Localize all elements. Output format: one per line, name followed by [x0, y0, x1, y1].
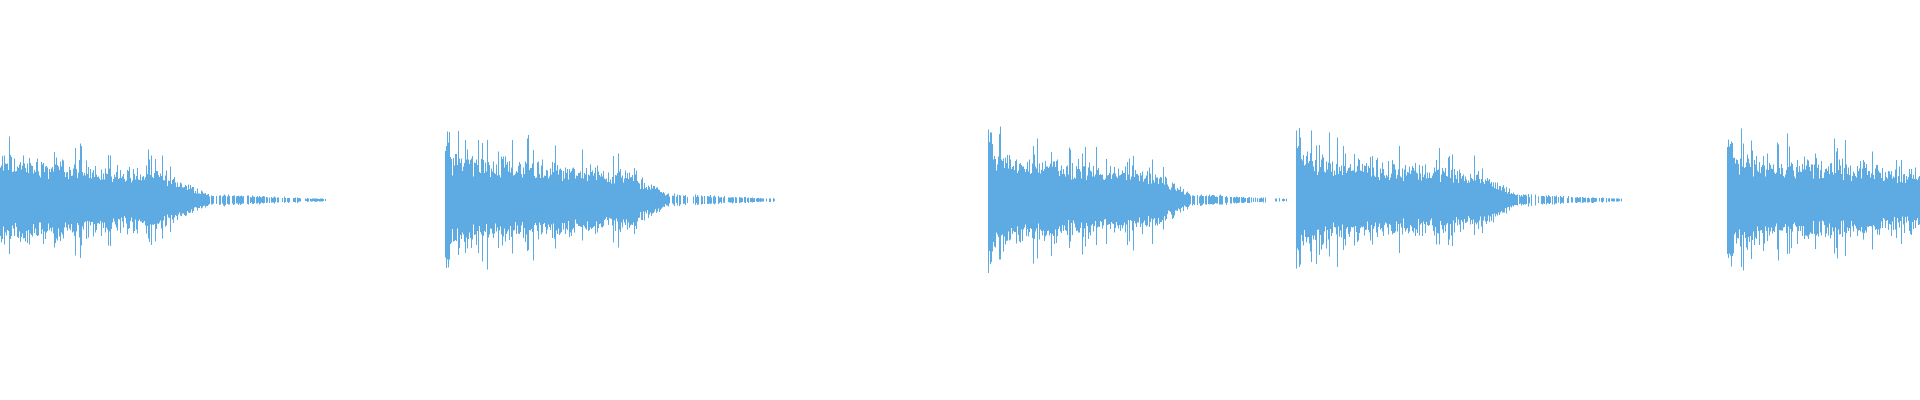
- waveform-burst: [0, 136, 326, 259]
- waveform-burst: [1727, 128, 1920, 271]
- waveform-burst: [988, 126, 1287, 274]
- waveform-burst: [445, 130, 775, 270]
- waveform-burst: [1296, 127, 1622, 269]
